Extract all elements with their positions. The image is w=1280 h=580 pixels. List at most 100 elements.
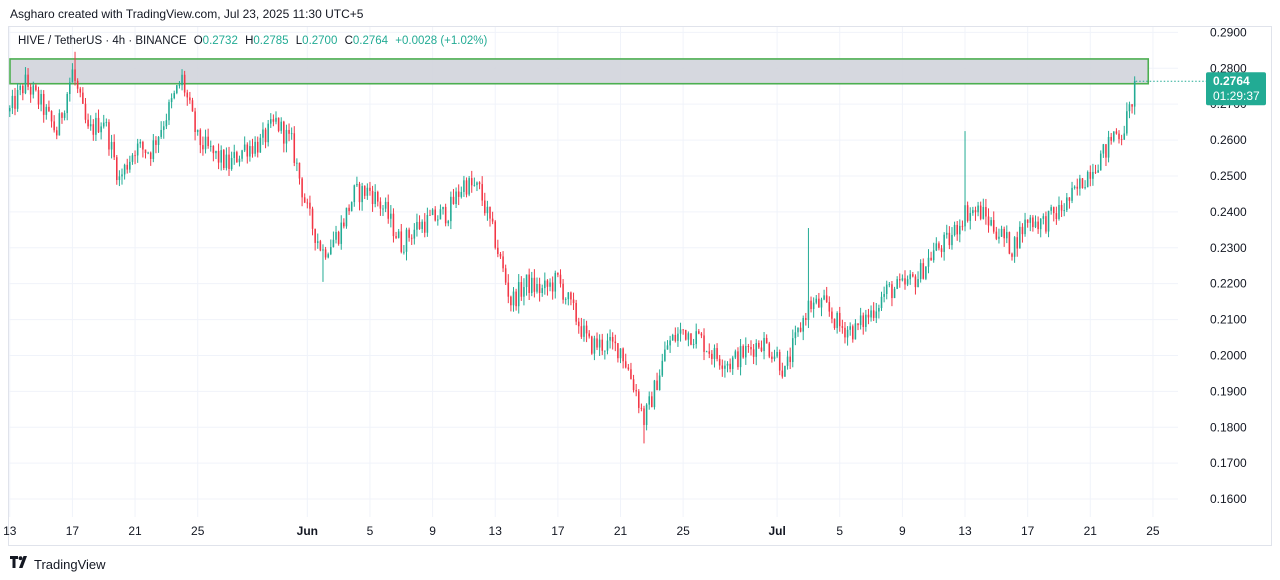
candle-body xyxy=(893,288,896,299)
last-price-badge-bg xyxy=(1206,72,1266,106)
x-tick-label: 25 xyxy=(1146,524,1160,538)
candle-body xyxy=(815,298,818,303)
candle-body xyxy=(622,348,624,362)
candle-body xyxy=(852,326,854,340)
candle-body xyxy=(452,196,455,205)
x-tick-label: 17 xyxy=(66,524,80,538)
candle-body xyxy=(272,119,275,122)
candle-body xyxy=(463,180,465,192)
candle-body xyxy=(945,232,948,235)
candle-body xyxy=(76,80,79,89)
candle-body xyxy=(805,318,807,321)
x-tick-label: 13 xyxy=(958,524,972,538)
y-tick-label: 0.2400 xyxy=(1210,205,1247,219)
candle-body xyxy=(964,205,966,227)
candle-body xyxy=(807,300,810,321)
x-tick-label: 13 xyxy=(3,524,17,538)
candle-body xyxy=(228,154,230,170)
candle-body xyxy=(833,318,836,328)
candle-body xyxy=(53,121,55,131)
candle-body xyxy=(468,178,470,195)
candle-body xyxy=(1102,144,1105,154)
candle-body xyxy=(512,291,515,306)
candle-body xyxy=(246,144,249,157)
candle-body xyxy=(405,229,408,252)
y-axis: 0.29000.28000.27000.26000.25000.24000.23… xyxy=(1210,25,1247,506)
candle-body xyxy=(645,404,648,425)
candle-body xyxy=(470,178,473,186)
candle-body xyxy=(403,251,405,253)
candle-body xyxy=(752,349,755,357)
high-label: H xyxy=(245,35,254,47)
y-tick-label: 0.2000 xyxy=(1210,348,1247,362)
candle-body xyxy=(348,207,350,212)
candle-body xyxy=(350,202,353,212)
last-price-label: 0.2764 xyxy=(1213,74,1250,88)
close-value: 0.2764 xyxy=(352,35,389,47)
candle-body xyxy=(1115,131,1118,134)
candle-body xyxy=(1131,104,1133,107)
candle-body xyxy=(1055,213,1058,219)
y-tick-label: 0.2300 xyxy=(1210,241,1247,255)
candle-body xyxy=(1097,170,1099,173)
candle-body xyxy=(544,280,546,289)
candle-body xyxy=(1016,237,1019,249)
candle-body xyxy=(1107,136,1110,158)
chart-byline: Asgharo created with TradingView.com, Ju… xyxy=(10,7,364,21)
x-tick-label: 5 xyxy=(836,524,843,538)
candle-body xyxy=(199,129,202,146)
candle-body xyxy=(118,176,121,181)
tradingview-brand[interactable]: TradingView xyxy=(34,556,106,572)
candle-body xyxy=(1000,228,1003,237)
candle-body xyxy=(596,338,598,348)
tradingview-logo-icon[interactable] xyxy=(10,555,30,573)
x-tick-label: 21 xyxy=(128,524,142,538)
candle-body xyxy=(1047,210,1050,232)
candle-body xyxy=(35,85,37,91)
candle-body xyxy=(1092,171,1094,179)
candle-body xyxy=(885,284,888,295)
candle-body xyxy=(977,205,979,213)
candle-body xyxy=(585,325,588,334)
candle-body xyxy=(322,249,324,251)
candle-body xyxy=(283,121,285,144)
candle-body xyxy=(523,287,525,297)
candle-body xyxy=(844,327,846,338)
candle-body xyxy=(643,408,645,425)
candle-body xyxy=(84,103,87,120)
candle-body xyxy=(593,338,596,354)
candle-body xyxy=(332,239,335,248)
y-tick-label: 0.2500 xyxy=(1210,169,1247,183)
candle-body xyxy=(998,236,1000,239)
candle-body xyxy=(611,336,614,342)
y-tick-label: 0.1600 xyxy=(1210,492,1247,506)
candle-body xyxy=(489,206,491,219)
candle-body xyxy=(139,141,142,144)
symbol-label[interactable]: HIVE / TetherUS · 4h · BINANCE xyxy=(18,35,187,47)
candle-body xyxy=(862,315,865,327)
candle-body xyxy=(1058,204,1060,219)
candle-body xyxy=(504,268,507,283)
candle-body xyxy=(173,93,175,99)
candle-body xyxy=(434,209,436,221)
candle-body xyxy=(79,88,82,93)
candle-body xyxy=(110,142,113,150)
ohlc-legend: HIVE / TetherUS · 4h · BINANCE O0.2732 H… xyxy=(18,35,487,47)
candle-body xyxy=(734,351,737,358)
candle-body xyxy=(865,314,867,327)
resistance-zone[interactable] xyxy=(9,58,1150,85)
candle-body xyxy=(598,339,601,348)
candle-body xyxy=(692,344,695,345)
candle-body xyxy=(316,241,319,243)
candle-body xyxy=(925,266,927,279)
candle-body xyxy=(802,318,804,332)
candle-body xyxy=(129,161,131,170)
candle-body xyxy=(410,237,413,239)
y-tick-label: 0.1700 xyxy=(1210,456,1247,470)
x-tick-label: 5 xyxy=(367,524,374,538)
candle-body xyxy=(823,295,825,300)
candle-body xyxy=(912,274,914,277)
candle-body xyxy=(1008,232,1011,254)
